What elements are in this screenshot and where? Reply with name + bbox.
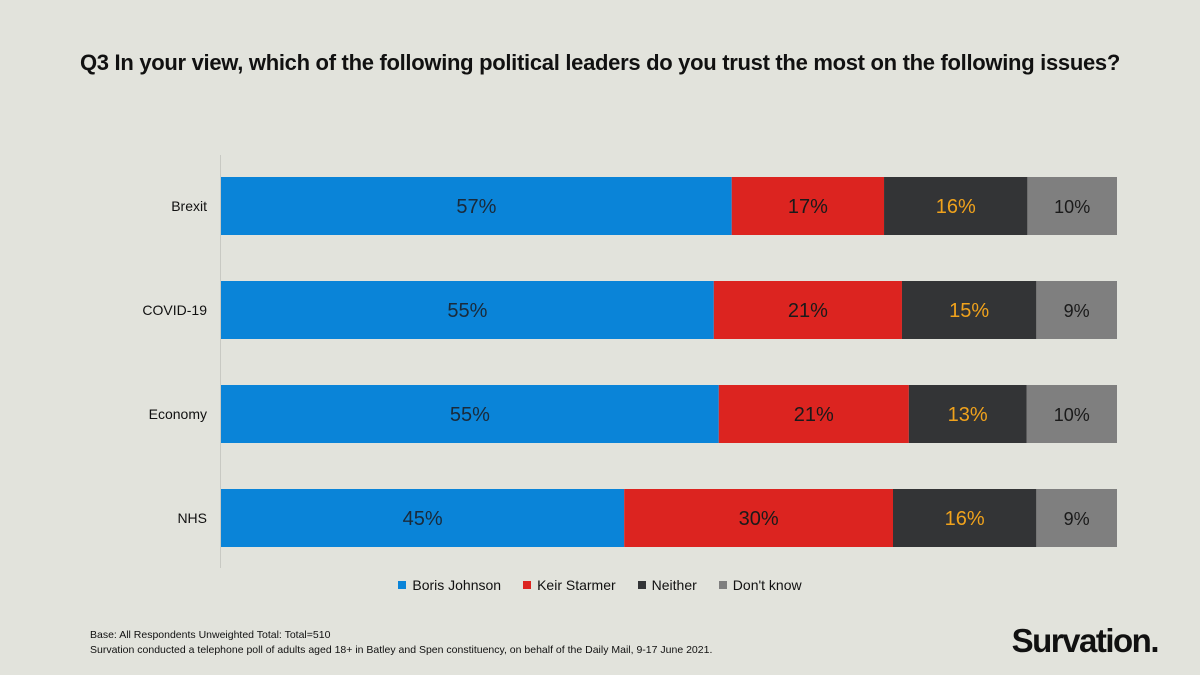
legend-swatch xyxy=(718,581,727,589)
bar-neither-nhs xyxy=(893,489,1037,547)
category-label-brexit: Brexit xyxy=(171,198,207,214)
data-label-don-t-know-brexit: 10% xyxy=(1054,197,1090,217)
legend-label: Boris Johnson xyxy=(412,577,502,593)
bar-don-t-know-nhs xyxy=(1036,489,1117,547)
bar-don-t-know-covid-19 xyxy=(1036,281,1117,339)
legend-item-keir-starmer: Keir Starmer xyxy=(523,577,616,593)
legend-label: Neither xyxy=(651,577,697,593)
footnote: Base: All Respondents Unweighted Total: … xyxy=(90,628,712,658)
data-label-keir-starmer-nhs: 30% xyxy=(739,508,779,530)
bar-don-t-know-brexit xyxy=(1027,177,1117,235)
bar-neither-brexit xyxy=(884,177,1028,235)
legend-item-boris-johnson: Boris Johnson xyxy=(398,577,501,593)
data-label-boris-johnson-covid-19: 55% xyxy=(447,300,487,322)
bar-don-t-know-economy xyxy=(1026,385,1117,443)
bar-boris-johnson-nhs xyxy=(221,489,625,547)
data-label-neither-covid-19: 15% xyxy=(949,300,989,322)
bar-neither-covid-19 xyxy=(901,281,1037,339)
data-label-boris-johnson-economy: 55% xyxy=(450,404,490,426)
footnote-base: Base: All Respondents Unweighted Total: … xyxy=(90,629,331,641)
data-label-neither-economy: 13% xyxy=(948,404,988,426)
bar-keir-starmer-covid-19 xyxy=(713,281,902,339)
legend-item-don-t-know: Don't know xyxy=(718,577,802,593)
data-label-don-t-know-nhs: 9% xyxy=(1064,509,1090,529)
bar-keir-starmer-nhs xyxy=(624,489,893,547)
bar-boris-johnson-economy xyxy=(221,385,719,443)
bar-boris-johnson-brexit xyxy=(221,177,732,235)
data-label-boris-johnson-brexit: 57% xyxy=(456,196,496,218)
data-label-keir-starmer-brexit: 17% xyxy=(788,196,828,218)
data-label-neither-brexit: 16% xyxy=(936,196,976,218)
data-label-boris-johnson-nhs: 45% xyxy=(403,508,443,530)
legend-swatch xyxy=(637,581,646,589)
data-label-don-t-know-covid-19: 9% xyxy=(1064,301,1090,321)
data-label-keir-starmer-covid-19: 21% xyxy=(788,300,828,322)
data-label-don-t-know-economy: 10% xyxy=(1054,405,1090,425)
category-label-nhs: NHS xyxy=(177,510,207,526)
legend-label: Don't know xyxy=(732,577,802,593)
category-label-economy: Economy xyxy=(149,406,207,422)
data-label-neither-nhs: 16% xyxy=(945,508,985,530)
legend-item-neither: Neither xyxy=(637,577,697,593)
survation-logo: Survation. xyxy=(1011,622,1160,659)
bar-boris-johnson-covid-19 xyxy=(221,281,714,339)
legend-swatch xyxy=(523,581,532,589)
chart-title: Q3 In your view, which of the following … xyxy=(80,50,1120,75)
legend-swatch xyxy=(398,581,407,589)
legend: Boris Johnson Keir Starmer Neither Don't kn… xyxy=(0,577,1200,593)
footnote-method: Survation conducted a telephone poll of … xyxy=(90,644,713,656)
data-label-keir-starmer-economy: 21% xyxy=(794,404,834,426)
bar-keir-starmer-economy xyxy=(718,385,909,443)
legend-label: Keir Starmer xyxy=(537,577,616,593)
category-label-covid-19: COVID-19 xyxy=(142,302,207,318)
bar-neither-economy xyxy=(908,385,1027,443)
bar-keir-starmer-brexit xyxy=(731,177,885,235)
